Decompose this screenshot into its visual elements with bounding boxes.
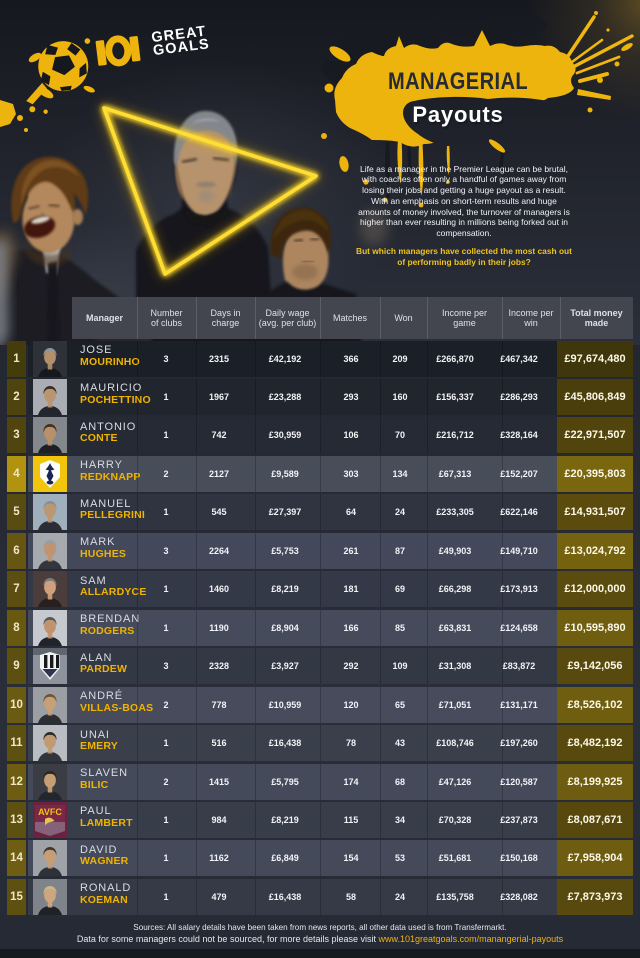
svg-text:GOALS: GOALS [152, 36, 211, 59]
svg-text:AVFC: AVFC [38, 807, 62, 817]
svg-text:GREAT: GREAT [151, 24, 208, 47]
